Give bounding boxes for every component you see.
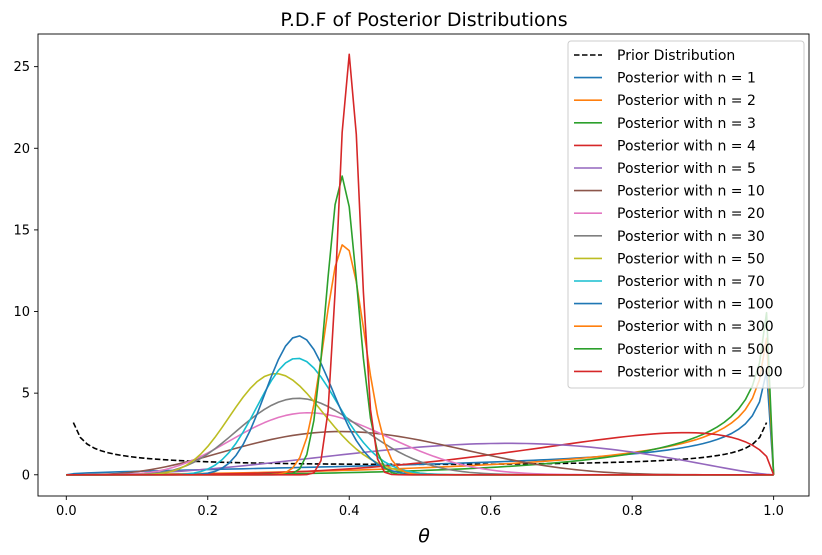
legend-label: Prior Distribution	[617, 48, 735, 64]
y-tick-label: 5	[22, 387, 30, 402]
x-tick-label: 0.4	[339, 504, 360, 519]
y-tick-label: 20	[13, 142, 30, 157]
series-line-0	[72, 422, 768, 466]
series-layer	[66, 53, 775, 476]
legend-label: Posterior with n = 10	[617, 184, 765, 200]
legend-label: Posterior with n = 3	[617, 116, 756, 132]
tick-layer: 0.0 0.2 0.4 0.6 0.8 1.0 0 5 10 15 20 25	[13, 60, 784, 519]
legend-label: Posterior with n = 300	[617, 319, 774, 335]
plot-frame	[37, 33, 810, 497]
legend-label: Posterior with n = 30	[617, 229, 765, 245]
x-tick-label: 0.2	[197, 504, 218, 519]
y-tick-label: 25	[13, 60, 30, 75]
x-tick-label: 0.6	[480, 504, 501, 519]
x-tick-label: 0.8	[622, 504, 643, 519]
series-line-14	[66, 53, 774, 476]
legend-label: Posterior with n = 1000	[617, 364, 783, 380]
x-tick-label: 1.0	[763, 504, 784, 519]
y-tick-label: 0	[22, 468, 30, 483]
legend: Prior Distribution Posterior with n = 1 Po…	[567, 40, 805, 389]
y-tick-label: 15	[13, 223, 30, 238]
legend-box	[567, 40, 805, 389]
legend-label: Posterior with n = 50	[617, 251, 765, 267]
x-axis-label: θ	[418, 525, 430, 547]
legend-label: Posterior with n = 100	[617, 297, 774, 313]
legend-label: Posterior with n = 2	[617, 93, 756, 109]
legend-label: Posterior with n = 20	[617, 206, 765, 222]
legend-label: Posterior with n = 5	[617, 161, 756, 177]
chart-title: P.D.F of Posterior Distributions	[280, 9, 567, 31]
legend-label: Posterior with n = 4	[617, 138, 756, 154]
legend-label: Posterior with n = 1	[617, 71, 756, 87]
legend-label: Posterior with n = 70	[617, 274, 765, 290]
series-line-1	[66, 370, 775, 476]
legend-label: Posterior with n = 500	[617, 342, 774, 358]
y-tick-label: 10	[13, 305, 30, 320]
series-line-5	[66, 442, 774, 476]
x-tick-label: 0.0	[56, 504, 77, 519]
